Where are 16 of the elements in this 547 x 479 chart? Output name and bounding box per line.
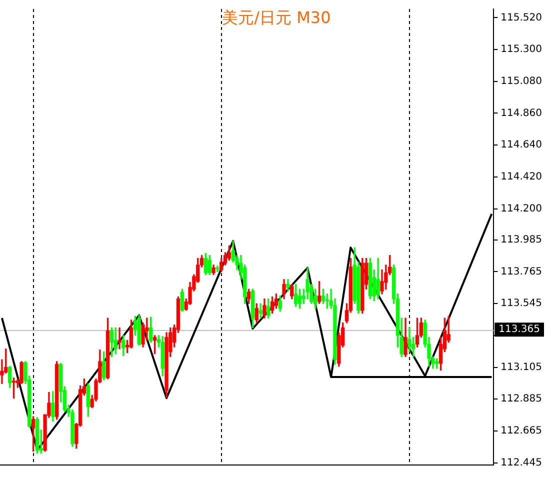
y-tick-label: 115.520 — [500, 12, 542, 24]
y-tick-label: 114.420 — [500, 172, 542, 183]
y-tick-label: 115.300 — [500, 44, 542, 56]
y-tick-label: 113.765 — [500, 266, 542, 278]
ref-line-label: 113.365 — [498, 324, 540, 336]
y-tick-label: 113.545 — [500, 298, 542, 310]
y-tick-label: 112.445 — [500, 457, 542, 468]
y-tick-label: 113.985 — [500, 234, 542, 246]
y-tick-label: 112.885 — [500, 394, 542, 405]
chart-title: 美元/日元 M30 — [222, 8, 331, 28]
y-tick-label: 112.665 — [500, 426, 542, 437]
y-tick-label: 114.860 — [500, 108, 542, 119]
y-tick-label: 114.200 — [500, 203, 542, 214]
y-tick-label: 115.080 — [500, 76, 542, 87]
y-tick-label: 113.105 — [500, 362, 542, 373]
y-tick-label: 114.640 — [500, 140, 542, 151]
